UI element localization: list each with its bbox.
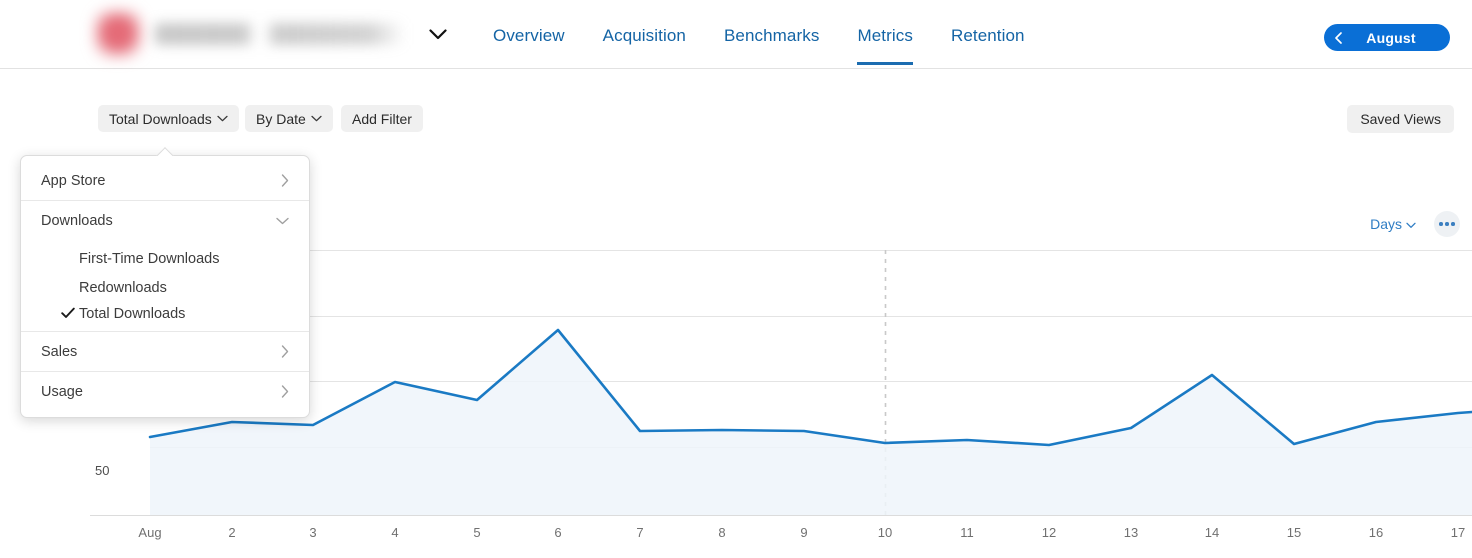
saved-views-button[interactable]: Saved Views xyxy=(1347,105,1454,133)
chevron-down-icon xyxy=(311,115,322,122)
app-icon-redacted xyxy=(95,11,141,57)
x-tick: 13 xyxy=(1124,525,1138,540)
x-tick: 6 xyxy=(554,525,561,540)
interval-selector[interactable]: Days xyxy=(1370,216,1416,232)
menu-item-sales[interactable]: Sales xyxy=(21,332,309,371)
menu-group-appstore: App Store xyxy=(21,156,309,200)
group-filter-chip[interactable]: By Date xyxy=(245,105,333,132)
x-tick: 5 xyxy=(473,525,480,540)
month-label: August xyxy=(1366,29,1416,46)
x-tick: 7 xyxy=(636,525,643,540)
x-tick: 10 xyxy=(878,525,892,540)
menu-group-usage: Usage xyxy=(21,371,309,417)
app-name-redacted xyxy=(155,23,405,45)
app-selector[interactable] xyxy=(95,8,447,60)
add-filter-button[interactable]: Add Filter xyxy=(341,105,423,132)
menu-item-label: Sales xyxy=(41,343,78,360)
check-icon xyxy=(61,306,75,322)
metric-filter-label: Total Downloads xyxy=(109,110,212,127)
menu-item-first-time-downloads[interactable]: First-Time Downloads xyxy=(21,244,309,273)
x-tick: 14 xyxy=(1205,525,1219,540)
y-tick-label: 50 xyxy=(95,463,109,478)
chevron-down-icon xyxy=(217,115,228,122)
x-tick: 15 xyxy=(1287,525,1301,540)
primary-nav: Overview Acquisition Benchmarks Metrics … xyxy=(493,0,1025,69)
ellipsis-dot xyxy=(1451,222,1455,226)
filter-toolbar: Total Downloads By Date Add Filter Saved… xyxy=(0,69,1472,133)
chart-controls: Days xyxy=(1370,211,1460,237)
chevron-down-icon xyxy=(1406,216,1416,232)
chart-plot: Aug 2 3 4 5 6 7 8 9 10 11 12 13 14 15 16… xyxy=(90,250,1472,540)
menu-item-label: Downloads xyxy=(41,212,113,229)
menu-group-downloads: Downloads First-Time Downloads Redownloa… xyxy=(21,200,309,331)
tab-overview[interactable]: Overview xyxy=(493,26,565,45)
chevron-right-icon xyxy=(281,345,289,358)
menu-item-label: Total Downloads xyxy=(79,305,186,322)
x-tick: 16 xyxy=(1369,525,1383,540)
menu-group-sales: Sales xyxy=(21,331,309,371)
chevron-down-icon[interactable] xyxy=(429,25,447,43)
ellipsis-dot xyxy=(1445,222,1449,226)
chart-x-tick-labels: Aug 2 3 4 5 6 7 8 9 10 11 12 13 14 15 16… xyxy=(138,525,1465,540)
menu-item-total-downloads[interactable]: Total Downloads xyxy=(21,302,309,331)
menu-item-label: Usage xyxy=(41,383,83,400)
chart-more-options-button[interactable] xyxy=(1434,211,1460,237)
menu-item-usage[interactable]: Usage xyxy=(21,372,309,411)
chart-line-total-downloads xyxy=(148,328,1472,447)
x-tick: 4 xyxy=(391,525,398,540)
tab-retention[interactable]: Retention xyxy=(950,26,1025,45)
menu-item-label: Redownloads xyxy=(79,279,167,296)
group-filter-label: By Date xyxy=(256,110,306,127)
popover-arrow xyxy=(156,147,174,156)
app-header: Overview Acquisition Benchmarks Metrics … xyxy=(0,0,1472,69)
chart-area-fill xyxy=(150,330,1472,515)
x-tick: 2 xyxy=(228,525,235,540)
chevron-down-icon xyxy=(276,217,289,225)
x-tick: 3 xyxy=(309,525,316,540)
tab-benchmarks[interactable]: Benchmarks xyxy=(723,26,820,45)
x-tick: 12 xyxy=(1042,525,1056,540)
x-tick: 11 xyxy=(960,525,974,540)
ellipsis-dot xyxy=(1439,222,1443,226)
metric-dropdown-menu: App Store Downloads First-Time Downloads… xyxy=(20,155,310,418)
chevron-right-icon xyxy=(281,174,289,187)
x-tick: 8 xyxy=(718,525,725,540)
interval-label: Days xyxy=(1370,216,1402,232)
chevron-right-icon xyxy=(281,385,289,398)
chevron-left-icon[interactable] xyxy=(1332,31,1346,45)
downloads-chart: Days xyxy=(0,125,1472,558)
x-tick: 9 xyxy=(800,525,807,540)
menu-item-redownloads[interactable]: Redownloads xyxy=(21,273,309,302)
month-picker[interactable]: August xyxy=(1324,24,1450,51)
menu-item-label: First-Time Downloads xyxy=(79,250,220,267)
metric-filter-chip[interactable]: Total Downloads xyxy=(98,105,239,132)
menu-item-downloads[interactable]: Downloads xyxy=(21,201,309,240)
x-tick: 17 xyxy=(1451,525,1465,540)
tab-acquisition[interactable]: Acquisition xyxy=(602,26,686,45)
menu-item-label: App Store xyxy=(41,172,106,189)
menu-item-app-store[interactable]: App Store xyxy=(21,161,309,200)
x-tick: Aug xyxy=(138,525,161,540)
tab-metrics[interactable]: Metrics xyxy=(857,26,913,65)
